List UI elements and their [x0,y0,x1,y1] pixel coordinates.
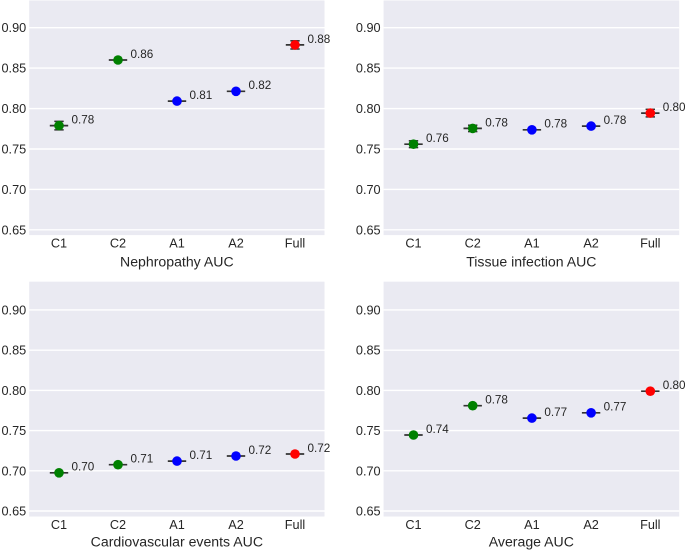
svg-text:0.85: 0.85 [1,344,26,358]
svg-text:Full: Full [285,237,305,251]
svg-text:A2: A2 [228,237,244,251]
svg-text:A1: A1 [524,518,540,532]
svg-text:0.71: 0.71 [131,453,154,466]
svg-text:0.88: 0.88 [308,33,331,46]
svg-text:0.90: 0.90 [1,21,26,35]
svg-text:0.65: 0.65 [356,223,381,237]
svg-text:0.86: 0.86 [131,48,154,61]
svg-text:Tissue infection AUC: Tissue infection AUC [466,253,596,269]
svg-text:0.70: 0.70 [356,183,381,197]
svg-text:0.90: 0.90 [356,303,381,317]
svg-text:0.78: 0.78 [485,116,508,129]
svg-text:0.80: 0.80 [1,102,26,116]
svg-text:0.71: 0.71 [190,449,213,462]
svg-text:0.80: 0.80 [663,379,685,392]
svg-text:0.72: 0.72 [308,442,331,455]
svg-text:0.77: 0.77 [544,406,567,419]
svg-text:0.72: 0.72 [249,444,272,457]
svg-text:0.65: 0.65 [1,505,26,519]
svg-text:0.82: 0.82 [249,79,272,92]
svg-text:0.75: 0.75 [356,143,381,157]
svg-text:0.80: 0.80 [1,384,26,398]
svg-text:0.65: 0.65 [1,223,26,237]
svg-text:Average AUC: Average AUC [489,533,574,549]
svg-text:Full: Full [285,518,305,532]
svg-text:0.65: 0.65 [356,505,381,519]
svg-text:A2: A2 [583,237,599,251]
svg-text:0.70: 0.70 [356,464,381,478]
svg-text:0.78: 0.78 [604,114,627,127]
svg-text:C1: C1 [51,237,67,251]
svg-text:C1: C1 [405,237,421,251]
svg-text:Full: Full [640,518,660,532]
svg-text:0.78: 0.78 [72,114,95,127]
svg-text:0.90: 0.90 [1,303,26,317]
svg-text:0.80: 0.80 [356,102,381,116]
svg-text:A1: A1 [169,237,185,251]
svg-text:0.85: 0.85 [356,344,381,358]
svg-text:A2: A2 [228,518,244,532]
svg-text:0.90: 0.90 [356,21,381,35]
svg-text:0.70: 0.70 [1,183,26,197]
svg-text:0.76: 0.76 [426,132,449,145]
svg-text:0.78: 0.78 [485,394,508,407]
svg-text:0.85: 0.85 [1,62,26,76]
svg-text:C2: C2 [465,518,481,532]
svg-text:A2: A2 [583,518,599,532]
svg-text:Cardiovascular events AUC: Cardiovascular events AUC [91,533,263,549]
svg-text:0.85: 0.85 [356,62,381,76]
svg-text:C2: C2 [110,518,126,532]
svg-text:C1: C1 [405,518,421,532]
svg-text:0.80: 0.80 [356,384,381,398]
svg-text:Full: Full [640,237,660,251]
svg-text:0.75: 0.75 [1,424,26,438]
svg-text:0.70: 0.70 [1,464,26,478]
svg-text:C1: C1 [51,518,67,532]
svg-text:0.75: 0.75 [1,143,26,157]
svg-text:C2: C2 [465,237,481,251]
svg-text:C2: C2 [110,237,126,251]
svg-text:Nephropathy AUC: Nephropathy AUC [120,253,234,269]
svg-text:0.75: 0.75 [356,424,381,438]
svg-text:A1: A1 [524,237,540,251]
svg-text:0.81: 0.81 [190,89,213,102]
svg-text:0.70: 0.70 [72,461,95,474]
svg-text:0.80: 0.80 [663,101,685,114]
svg-text:0.78: 0.78 [544,118,567,131]
svg-text:0.74: 0.74 [426,423,449,436]
svg-text:A1: A1 [169,518,185,532]
svg-text:0.77: 0.77 [604,401,627,414]
